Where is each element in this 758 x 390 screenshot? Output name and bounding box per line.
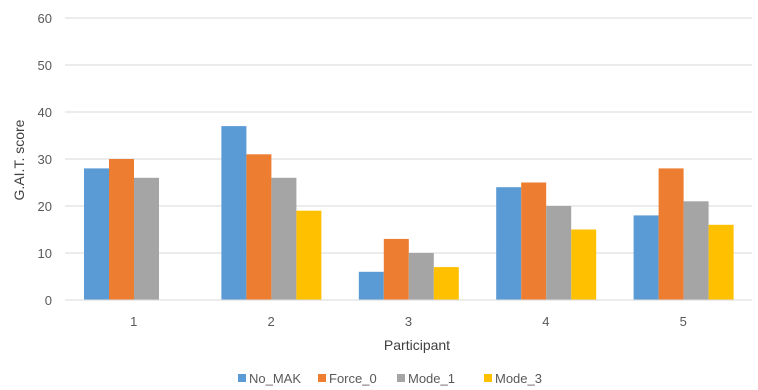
y-tick-label: 20 — [38, 199, 52, 214]
bars — [84, 126, 734, 300]
y-tick-label: 0 — [45, 293, 52, 308]
y-tick-label: 10 — [38, 246, 52, 261]
legend-swatch-mode_1 — [397, 374, 405, 382]
y-tick-label: 40 — [38, 105, 52, 120]
bar-mode_1-3 — [408, 253, 434, 300]
bar-mode_1-4 — [546, 206, 572, 300]
y-tick-labels: 0 10 20 30 40 50 60 — [38, 11, 52, 308]
bar-mode_3-2 — [296, 210, 322, 300]
x-axis-title: Participant — [384, 337, 450, 353]
legend: No_MAK Force_0 Mode_1 Mode_3 — [238, 371, 542, 386]
bar-force_0-4 — [521, 182, 547, 300]
bar-force_0-5 — [658, 168, 684, 300]
x-tick-label: 2 — [267, 314, 274, 329]
bar-mode_3-3 — [433, 267, 459, 300]
x-tick-labels: 1 2 3 4 5 — [130, 314, 687, 329]
legend-label: No_MAK — [249, 371, 301, 386]
x-tick-label: 5 — [680, 314, 687, 329]
bar-no_mak-5 — [633, 215, 659, 300]
legend-swatch-mode_3 — [484, 374, 492, 382]
legend-label: Mode_3 — [495, 371, 542, 386]
bar-mode_3-4 — [571, 229, 597, 300]
y-tick-label: 30 — [38, 152, 52, 167]
bar-force_0-3 — [383, 238, 409, 300]
bar-mode_1-1 — [134, 177, 159, 300]
legend-label: Force_0 — [329, 371, 377, 386]
y-tick-label: 50 — [38, 58, 52, 73]
bar-no_mak-3 — [358, 271, 384, 300]
x-tick-label: 3 — [405, 314, 412, 329]
bar-force_0-2 — [246, 154, 272, 300]
x-tick-label: 4 — [542, 314, 549, 329]
bar-mode_3-5 — [708, 224, 734, 300]
bar-force_0-1 — [109, 159, 134, 300]
bar-no_mak-2 — [221, 126, 247, 300]
legend-swatch-no_mak — [238, 374, 246, 382]
bar-no_mak-1 — [84, 168, 109, 300]
x-tick-label: 1 — [130, 314, 137, 329]
bar-mode_1-5 — [683, 201, 709, 300]
y-tick-label: 60 — [38, 11, 52, 26]
bar-no_mak-4 — [496, 187, 522, 300]
legend-label: Mode_1 — [408, 371, 455, 386]
bar-mode_1-2 — [271, 177, 297, 300]
legend-swatch-force_0 — [318, 374, 326, 382]
y-axis-title: G.AI.T. score — [11, 119, 27, 200]
